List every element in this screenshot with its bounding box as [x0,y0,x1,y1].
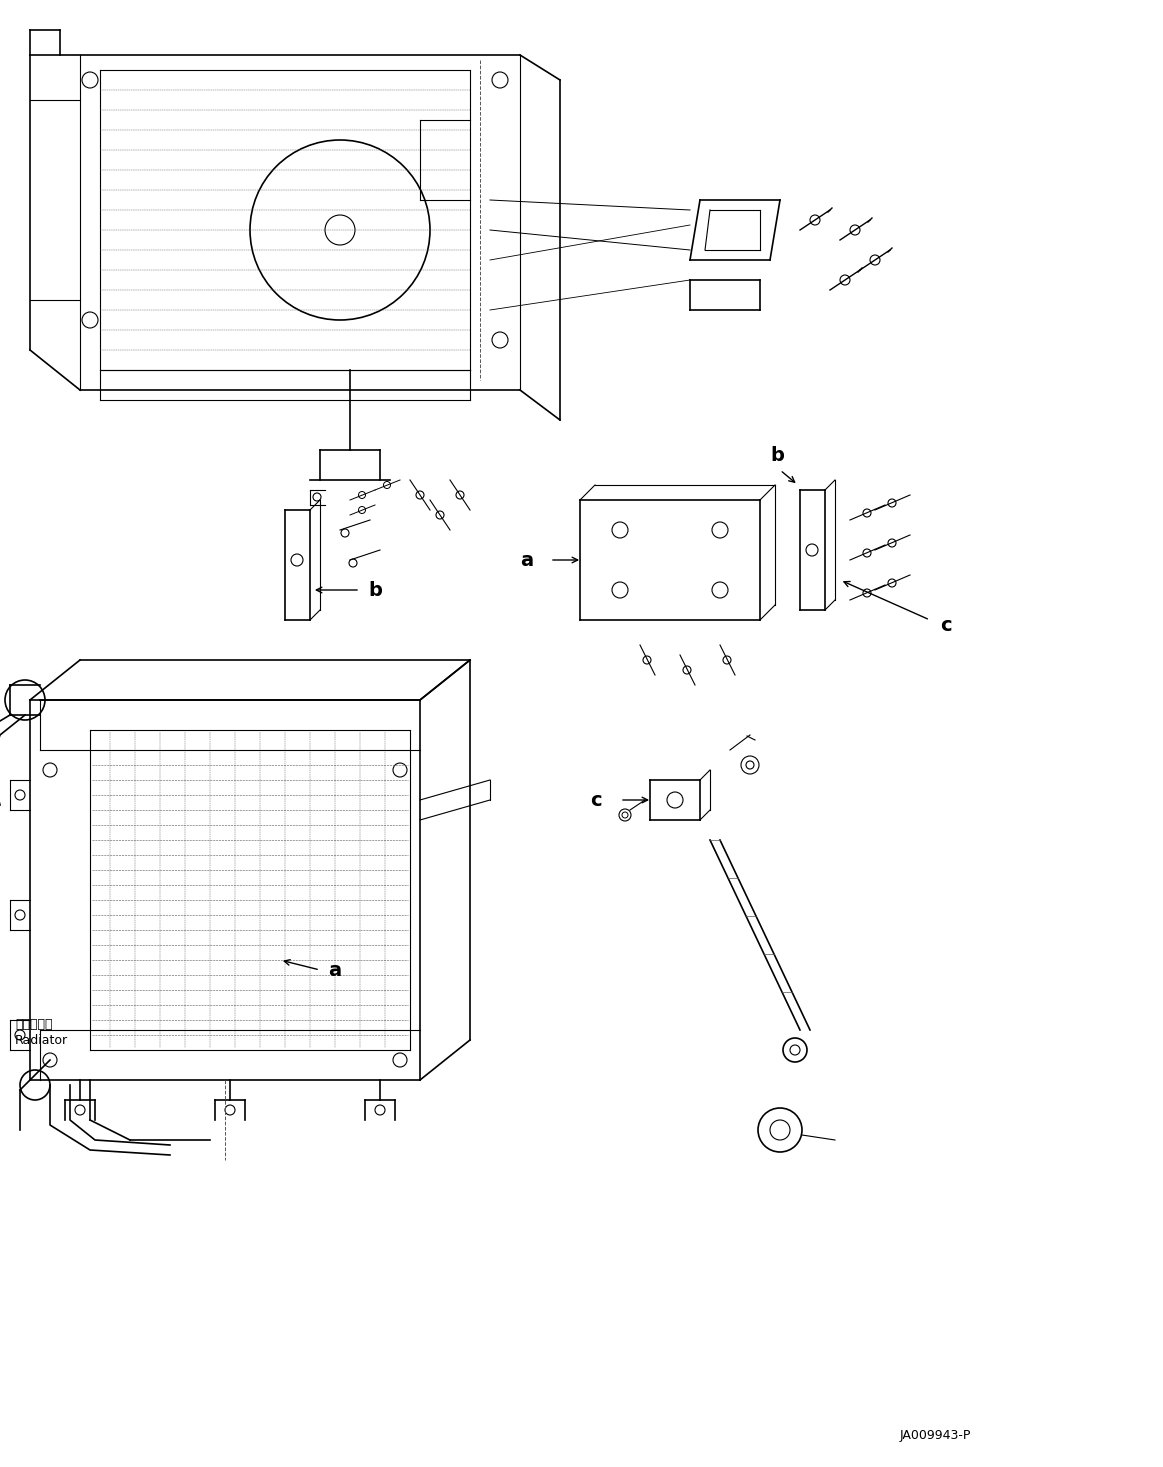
Text: a: a [328,961,341,980]
Text: JA009943-P: JA009943-P [900,1429,971,1442]
Text: Radiator: Radiator [15,1033,69,1046]
Text: c: c [590,791,601,810]
Text: b: b [770,446,784,465]
Text: c: c [940,616,951,635]
Text: a: a [520,550,533,569]
Text: b: b [368,581,381,600]
Text: ラジエータ: ラジエータ [15,1018,52,1031]
